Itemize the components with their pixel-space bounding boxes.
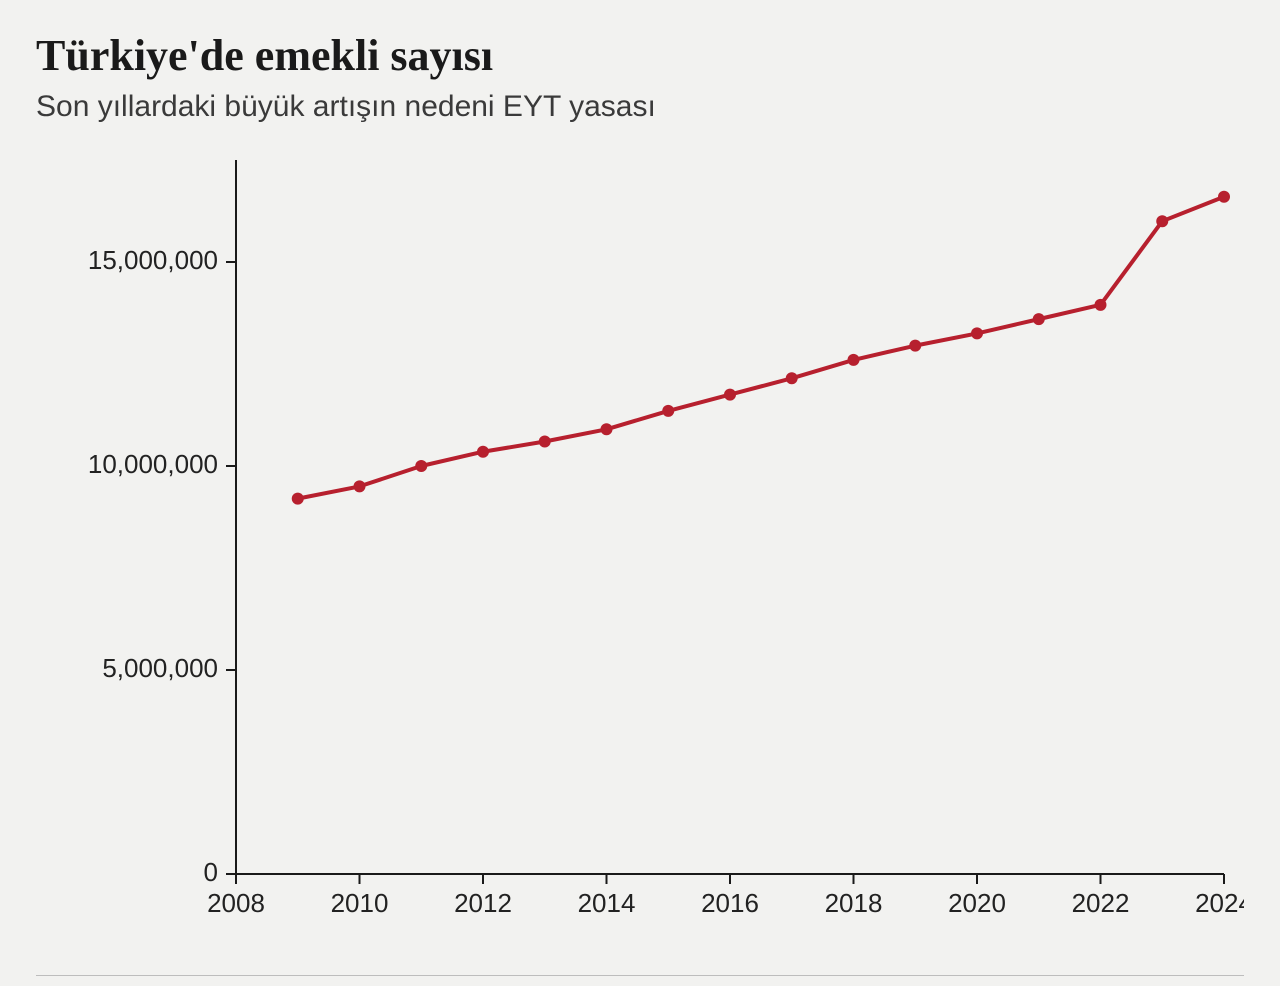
x-tick-label: 2016 — [701, 888, 759, 918]
data-point — [971, 328, 983, 340]
chart-container: 0 5,000,000 10,000,000 15,000,000 2008 2010 20… — [36, 142, 1244, 937]
y-tick-label: 15,000,000 — [88, 245, 218, 275]
data-point — [292, 493, 304, 505]
chart-title: Türkiye'de emekli sayısı — [36, 32, 1244, 80]
data-point — [909, 340, 921, 352]
x-tick-label: 2022 — [1072, 888, 1130, 918]
x-tick-label: 2020 — [948, 888, 1006, 918]
y-tick-label: 5,000,000 — [102, 653, 218, 683]
chart-page: Türkiye'de emekli sayısı Son yıllardaki … — [0, 0, 1280, 986]
data-point — [1218, 191, 1230, 203]
data-point — [662, 405, 674, 417]
footer-divider — [36, 975, 1244, 976]
line-chart: 0 5,000,000 10,000,000 15,000,000 2008 2010 20… — [36, 142, 1244, 932]
data-point — [601, 424, 613, 436]
y-tick-label: 10,000,000 — [88, 449, 218, 479]
data-point — [1095, 299, 1107, 311]
x-tick-label: 2010 — [331, 888, 389, 918]
data-point — [1033, 314, 1045, 326]
data-point — [786, 373, 798, 385]
data-point — [354, 481, 366, 493]
chart-subtitle: Son yıllardaki büyük artışın nedeni EYT … — [36, 90, 1244, 124]
series-line — [298, 197, 1224, 499]
data-point — [539, 436, 551, 448]
x-tick-label: 2012 — [454, 888, 512, 918]
x-tick-label: 2024 — [1195, 888, 1244, 918]
x-tick-label: 2014 — [578, 888, 636, 918]
data-point — [724, 389, 736, 401]
data-point — [415, 460, 427, 472]
x-tick-label: 2008 — [207, 888, 265, 918]
data-point — [848, 354, 860, 366]
x-tick-label: 2018 — [825, 888, 883, 918]
data-point — [1156, 216, 1168, 228]
data-point — [477, 446, 489, 458]
y-tick-label: 0 — [204, 857, 218, 887]
